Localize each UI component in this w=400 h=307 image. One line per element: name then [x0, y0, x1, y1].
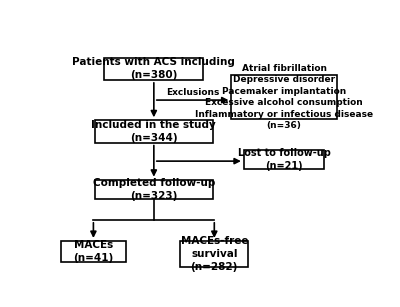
Text: Exclusions: Exclusions [166, 88, 219, 97]
Text: Lost to follow-up
(n=21): Lost to follow-up (n=21) [238, 148, 330, 171]
FancyBboxPatch shape [95, 180, 213, 199]
FancyBboxPatch shape [104, 57, 204, 80]
Text: Included in the study
(n=344): Included in the study (n=344) [92, 120, 216, 143]
Text: MACEs-free
survival
(n=282): MACEs-free survival (n=282) [180, 236, 248, 272]
FancyBboxPatch shape [61, 241, 126, 262]
FancyBboxPatch shape [95, 120, 213, 143]
Text: Patients with ACS including
(n=380): Patients with ACS including (n=380) [72, 57, 235, 80]
FancyBboxPatch shape [180, 241, 248, 267]
Text: Completed follow-up
(n=323): Completed follow-up (n=323) [93, 178, 215, 201]
Text: Atrial fibrillation
Depressive disorder
Pacemaker implantation
Excessive alcohol: Atrial fibrillation Depressive disorder … [195, 64, 373, 130]
FancyBboxPatch shape [231, 75, 337, 119]
Text: MACEs
(n=41): MACEs (n=41) [73, 240, 114, 263]
FancyBboxPatch shape [244, 150, 324, 169]
